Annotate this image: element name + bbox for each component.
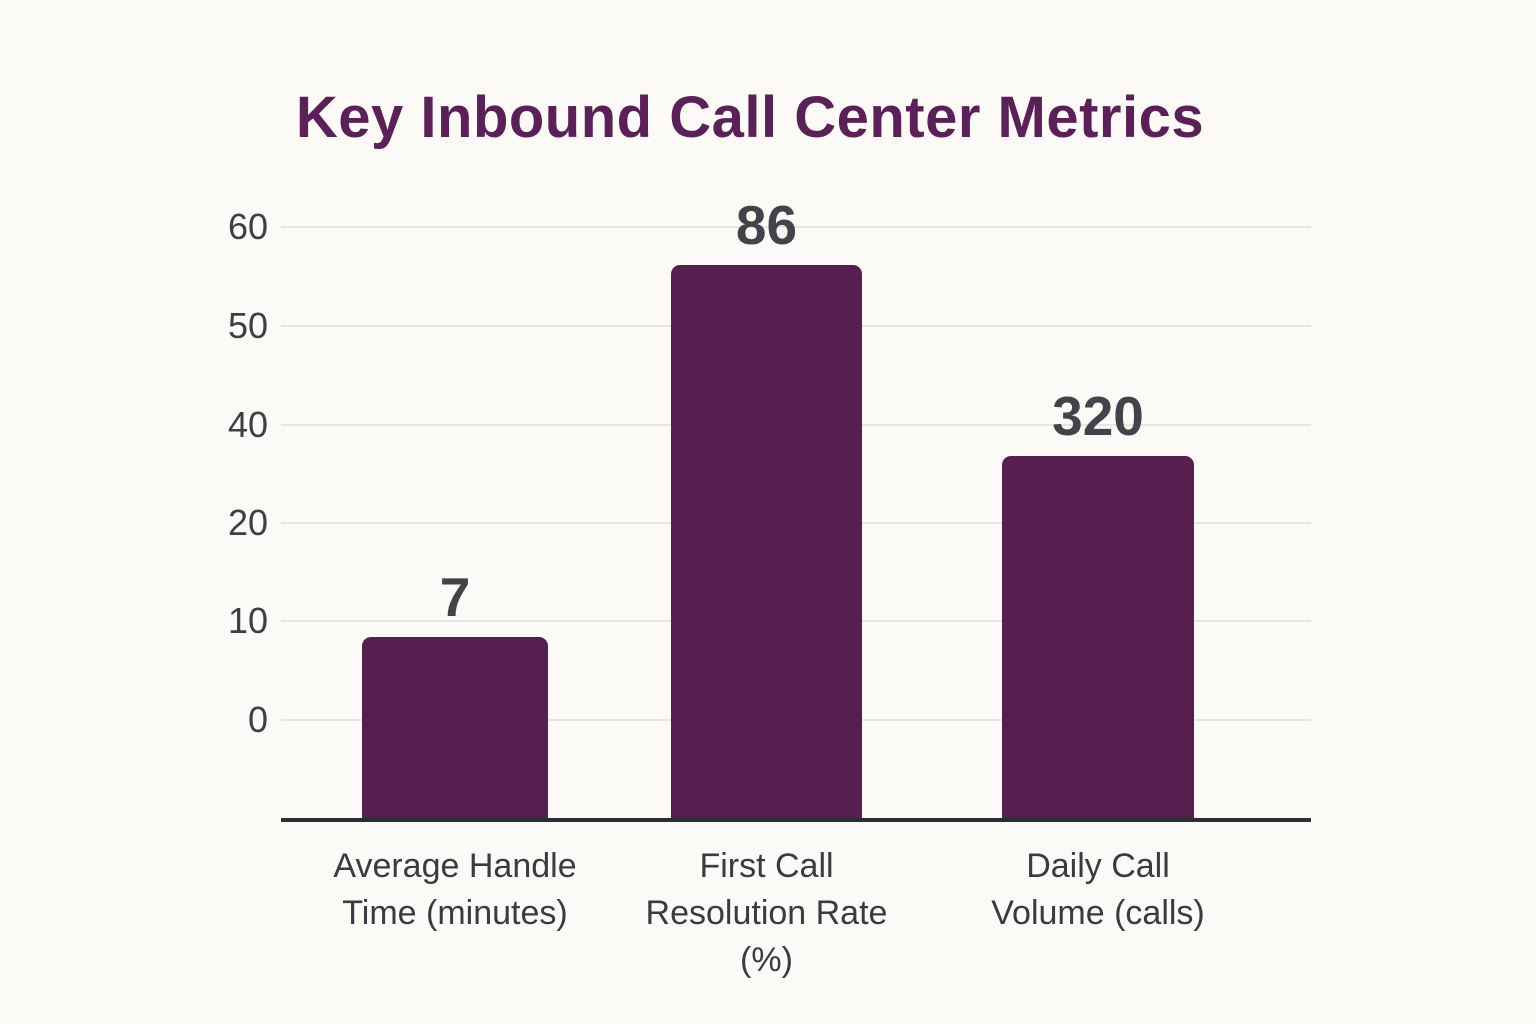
y-tick-label: 0 — [247, 699, 268, 740]
bar-value-label: 86 — [735, 194, 798, 256]
y-tick-label: 10 — [227, 600, 268, 641]
y-tick-label: 50 — [227, 305, 268, 346]
x-category-label: First Call Resolution Rate (%) — [582, 843, 952, 984]
bar-value-label: 320 — [1052, 385, 1144, 447]
x-category-label-line: Average Handle — [333, 847, 577, 885]
x-category-label-line: First Call — [699, 847, 834, 885]
x-category-label: Daily Call Volume (calls) — [913, 843, 1283, 937]
x-category-label-line: Time (minutes) — [342, 894, 568, 932]
bar — [1002, 456, 1194, 820]
bar — [671, 265, 862, 820]
y-tick-label: 20 — [227, 502, 268, 543]
bar-value-label: 7 — [439, 566, 471, 628]
x-category-label: Average Handle Time (minutes) — [270, 843, 640, 937]
y-tick-label: 40 — [227, 404, 268, 445]
chart-title: Key Inbound Call Center Metrics — [295, 85, 1205, 150]
x-category-label-line: Resolution Rate — [645, 894, 888, 932]
y-tick-label: 60 — [227, 206, 268, 247]
gridline — [281, 226, 1311, 228]
x-category-label-line: Daily Call — [1026, 847, 1170, 885]
x-category-label-line: Volume (calls) — [991, 894, 1205, 932]
x-axis-line — [281, 818, 1311, 822]
x-category-label-line: (%) — [740, 941, 793, 979]
bar — [362, 637, 548, 820]
